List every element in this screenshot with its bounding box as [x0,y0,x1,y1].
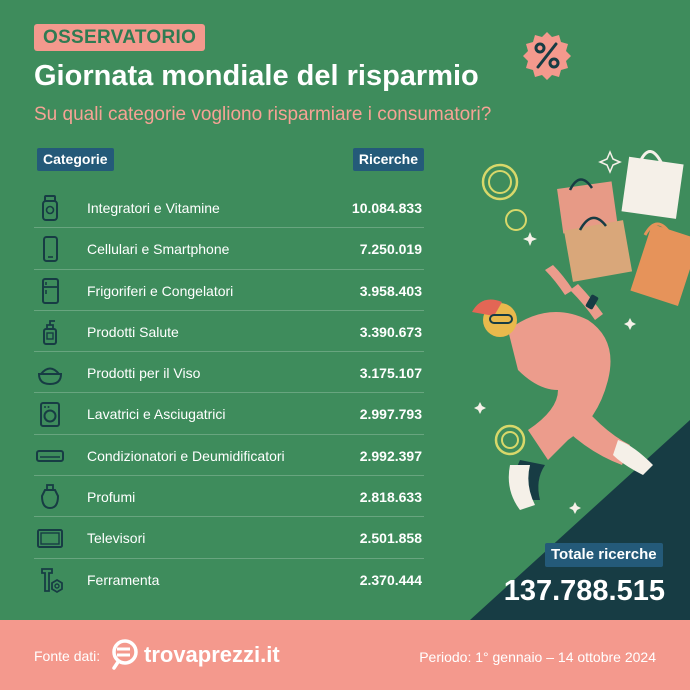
tools-icon [41,567,63,593]
category-label: Prodotti per il Viso [87,365,201,382]
category-label: Integratori e Vitamine [87,200,220,216]
table-row: Televisori 2.501.858 [34,517,424,559]
category-label: Lavatrici e Asciugatrici [87,406,226,423]
table-row: Cellulari e Smartphone 7.250.019 [34,228,424,270]
page-subtitle: Su quali categorie vogliono risparmiare … [34,104,492,125]
source-label: Fonte dati: [34,648,101,664]
category-label: Frigoriferi e Congelatori [87,282,234,299]
table-row: Prodotti per il Viso 3.175.107 [34,352,424,394]
perfume-icon [40,484,60,510]
category-label: Cellulari e Smartphone [87,241,230,258]
smartphone-icon [43,236,58,263]
pump-bottle-icon [43,319,57,345]
search-count: 7.250.019 [359,241,422,258]
footer: Fonte dati: trovaprezzi.it Periodo: 1° g… [0,620,690,690]
brand-name: trovaprezzi.it [144,642,280,667]
observatory-badge: OSSERVATORIO [34,24,206,51]
category-label: Profumi [87,489,136,506]
search-count: 2.997.793 [359,406,422,423]
search-count: 10.084.833 [351,200,422,216]
shopper-illustration [472,150,690,514]
table-row: Lavatrici e Asciugatrici 2.997.793 [34,393,424,435]
search-count: 3.958.403 [359,282,422,299]
washing-machine-icon [40,402,60,428]
search-count: 2.501.858 [359,530,422,547]
table-row: Integratori e Vitamine 10.084.833 [34,187,424,229]
table-row: Ferramenta 2.370.444 [34,559,424,600]
trovaprezzi-logo-icon [112,639,138,670]
television-icon [37,529,63,549]
table-row: Condizionatori e Deumidificatori 2.992.39… [34,435,424,477]
category-label: Ferramenta [87,571,160,588]
table-row: Prodotti Salute 3.390.673 [34,311,424,353]
category-table: Integratori e Vitamine 10.084.833 Cellular… [34,187,424,600]
air-conditioner-icon [36,449,64,462]
category-label: Prodotti Salute [87,323,179,340]
search-count: 3.175.107 [359,365,422,382]
total-searches-value: 137.788.515 [503,575,665,607]
search-count: 2.818.633 [359,489,422,506]
category-label: Condizionatori e Deumidificatori [87,447,285,464]
total-searches-label: Totale ricerche [545,543,663,567]
percent-icon [523,32,571,80]
period-text: Periodo: 1° gennaio – 14 ottobre 2024 [419,649,656,665]
search-count: 3.390.673 [359,323,422,340]
page-title: Giornata mondiale del risparmio [34,60,479,92]
fridge-icon [42,277,59,304]
table-row: Profumi 2.818.633 [34,476,424,518]
category-label: Televisori [87,530,146,547]
cream-jar-icon [37,367,63,386]
column-header-category: Categorie [37,148,114,171]
column-header-searches: Ricerche [352,148,424,171]
table-row: Frigoriferi e Congelatori 3.958.403 [34,270,424,311]
search-count: 2.370.444 [359,571,422,588]
vitamin-bottle-icon [42,195,58,221]
search-count: 2.992.397 [359,447,422,464]
